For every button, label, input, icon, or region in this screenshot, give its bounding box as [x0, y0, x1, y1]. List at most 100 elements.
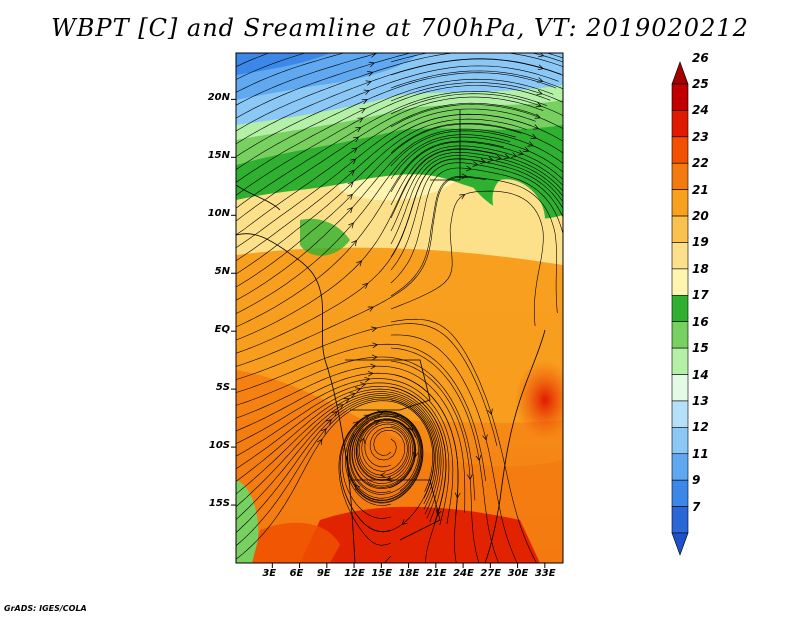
streamline-arrow [487, 408, 493, 415]
streamline [236, 96, 544, 222]
streamline-arrow [365, 80, 372, 86]
lat-tick-label: 20N [207, 92, 230, 104]
streamline-arrow [343, 398, 351, 404]
lat-tick-label: EQ [214, 324, 230, 336]
lon-tick-label: 3E [262, 568, 277, 579]
streamline-arrow [326, 418, 332, 425]
colorbar-label: 12 [692, 420, 709, 435]
wbpt-19-vortex [492, 179, 545, 240]
streamline [236, 53, 345, 93]
streamline [236, 123, 522, 288]
streamline [390, 175, 558, 314]
streamline [390, 360, 480, 563]
streamline-arrow [475, 455, 482, 462]
streamline [236, 85, 551, 196]
streamline [390, 155, 563, 245]
streamline-arrow [360, 382, 367, 388]
colorbar-label: 14 [692, 367, 709, 382]
streamline [236, 385, 447, 525]
streamline-arrow [359, 437, 366, 444]
lon-tick-label: 30E [507, 568, 529, 579]
wbpt-17-east [461, 127, 563, 219]
streamline [341, 412, 423, 519]
map-plot-area [236, 38, 563, 563]
streamline [236, 365, 466, 513]
colorbar-label: 15 [692, 341, 709, 356]
streamline-arrow [348, 169, 355, 176]
map-frame [235, 52, 564, 564]
streamline [390, 151, 563, 232]
streamline-arrow [353, 136, 360, 143]
streamline-arrow [355, 127, 362, 133]
congo-border [345, 359, 431, 411]
streamline [236, 393, 440, 515]
streamline [391, 38, 445, 49]
streamline [390, 190, 544, 327]
streamline [390, 136, 563, 180]
grads-credit: GrADS: IGES/COLA [4, 604, 87, 613]
lat-tick-label: 10S [208, 440, 230, 452]
wbpt-24-band-south [300, 506, 540, 563]
streamline-arrow [367, 71, 374, 77]
streamline-arrow [348, 222, 355, 229]
map-title: WBPT [C] and Sreamline at 700hPa, VT: 20… [51, 14, 749, 42]
lat-tick-label: 15S [208, 498, 230, 510]
streamline-arrow [361, 98, 369, 105]
streamline [338, 410, 424, 546]
streamline [236, 102, 540, 236]
streamline [236, 108, 536, 249]
streamline [236, 91, 547, 209]
axis-ticks [231, 98, 546, 568]
streamline [236, 78, 554, 183]
streamline-arrow [370, 53, 377, 58]
colorbar-label: 22 [692, 156, 709, 171]
wbpt-24-patch-east [515, 360, 563, 440]
wbpt-21-band [236, 244, 563, 423]
streamline [236, 140, 504, 328]
streamline [384, 555, 392, 563]
lat-tick-label: 10N [207, 208, 230, 220]
streamline-arrow [487, 156, 495, 163]
streamline-arrow [352, 420, 359, 427]
colorbar-swatch [671, 83, 689, 111]
streamline [236, 176, 487, 367]
colorbar-swatch [671, 61, 689, 85]
streamline [236, 388, 444, 523]
streamline [236, 400, 434, 560]
streamline-arrow [530, 133, 538, 139]
colorbar-label: 21 [692, 182, 709, 197]
streamline-arrow [355, 387, 362, 393]
streamline [236, 148, 498, 341]
lat-tick-label: 5N [214, 266, 230, 278]
streamline-arrow [350, 158, 357, 165]
lat-tick-label: 5S [215, 382, 230, 394]
streamline [236, 395, 438, 521]
streamline-arrow [349, 392, 356, 398]
lat-tick-label: 15N [207, 150, 230, 162]
streamline [236, 398, 435, 547]
colorbar-swatch [671, 215, 689, 243]
east-africa-coastline [484, 329, 546, 563]
chad-sudan-border [430, 110, 461, 181]
colorbar-label: 25 [692, 77, 709, 91]
west-africa-coastline [236, 233, 356, 563]
streamline [352, 419, 416, 488]
streamline-arrow [316, 438, 323, 445]
streamline-arrow [465, 165, 473, 172]
lon-tick-label: 18E [398, 568, 420, 579]
streamline [236, 128, 516, 301]
streamline-arrow [503, 153, 511, 160]
streamline-arrow [495, 155, 503, 161]
streamline [236, 53, 270, 67]
streamline [358, 420, 415, 487]
colorbar-swatch [671, 268, 689, 296]
colorbar-swatch [671, 242, 689, 270]
streamline [390, 93, 563, 116]
streamline [236, 113, 532, 262]
colorbar-label: 13 [692, 393, 709, 408]
streamline [236, 372, 459, 521]
zambia-border [350, 479, 441, 541]
streamline-arrow [363, 414, 370, 420]
streamline [236, 53, 307, 80]
streamline [390, 141, 563, 193]
